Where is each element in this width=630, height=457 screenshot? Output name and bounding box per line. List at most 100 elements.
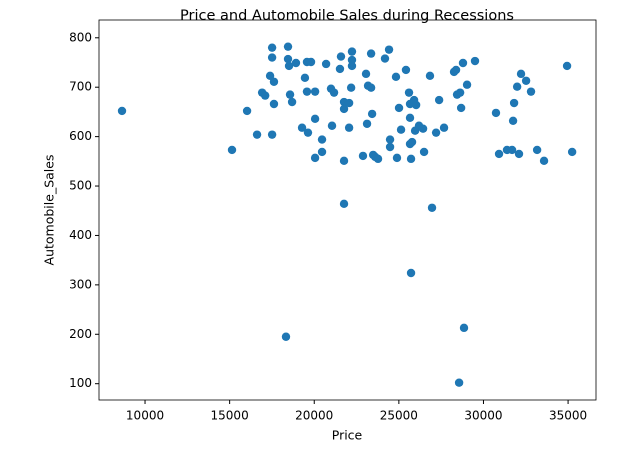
scatter-point: [451, 65, 461, 75]
scatter-point: [302, 87, 312, 96]
x-tick-label: 10000: [126, 409, 164, 423]
scatter-point: [385, 142, 395, 152]
scatter-point: [366, 49, 376, 58]
y-tick-label: 700: [69, 80, 92, 94]
scatter-point: [297, 123, 307, 132]
scatter-point: [406, 268, 416, 278]
scatter-point: [347, 55, 357, 65]
scatter-point: [514, 149, 524, 159]
scatter-point: [459, 323, 469, 333]
scatter-point: [321, 59, 331, 69]
scatter-point: [458, 58, 468, 68]
scatter-point: [509, 98, 519, 108]
scatter-point: [335, 64, 345, 74]
scatter-point: [252, 130, 262, 139]
chart-title: Price and Automobile Sales during Recess…: [180, 8, 514, 24]
y-tick-label: 200: [69, 327, 92, 341]
scatter-point: [300, 73, 310, 83]
scatter-point: [227, 145, 237, 155]
scatter-point: [380, 54, 390, 63]
scatter-point: [303, 128, 313, 137]
scatter-point: [310, 87, 320, 96]
x-tick-label: 25000: [380, 409, 418, 423]
scatter-point: [267, 43, 277, 52]
y-tick-label: 100: [69, 376, 92, 390]
scatter-point: [267, 130, 277, 139]
scatter-point: [242, 106, 252, 116]
scatter-point: [425, 71, 435, 81]
scatter-point: [401, 65, 411, 75]
scatter-point: [287, 97, 297, 107]
scatter-point: [344, 123, 354, 132]
scatter-point: [267, 53, 277, 62]
scatter-point: [431, 128, 441, 137]
scatter-point: [269, 77, 279, 86]
scatter-point: [516, 69, 526, 79]
scatter-point: [269, 99, 279, 109]
scatter-point: [392, 153, 402, 163]
scatter-point: [512, 82, 522, 91]
scatter-point: [283, 42, 293, 51]
scatter-point: [373, 154, 383, 164]
scatter-point: [117, 106, 127, 116]
scatter-point: [367, 109, 377, 119]
scatter-point: [567, 147, 577, 157]
scatter-point: [347, 61, 357, 71]
scatter-point: [329, 88, 339, 97]
scatter-point: [391, 72, 401, 82]
scatter-point: [455, 88, 465, 97]
scatter-point: [404, 88, 414, 97]
scatter-point: [283, 54, 293, 64]
scatter-point: [508, 116, 518, 126]
scatter-point: [265, 71, 275, 81]
scatter-point: [339, 156, 349, 166]
scatter-point: [434, 95, 444, 105]
scatter-point: [285, 90, 295, 99]
scatter-point: [384, 45, 394, 54]
scatter-point: [327, 121, 337, 130]
y-tick-label: 800: [69, 30, 92, 44]
scatter-point: [419, 147, 429, 157]
scatter-point: [260, 91, 270, 100]
scatter-point: [281, 332, 291, 341]
scatter-point: [427, 203, 437, 212]
y-tick-label: 500: [69, 179, 92, 193]
scatter-point: [284, 61, 294, 71]
scatter-point: [336, 52, 346, 61]
scatter-point: [562, 61, 572, 71]
scatter-point: [291, 58, 301, 68]
scatter-point: [317, 135, 327, 144]
scatter-point: [339, 104, 349, 114]
scatter-point: [407, 137, 417, 147]
scatter-point: [521, 76, 531, 85]
scatter-point: [366, 83, 376, 92]
scatter-point: [456, 103, 466, 113]
x-tick-label: 35000: [549, 409, 587, 423]
scatter-point: [396, 125, 406, 134]
scatter-point: [385, 135, 395, 144]
y-tick-label: 400: [69, 228, 92, 242]
scatter-point: [405, 113, 415, 123]
scatter-point: [317, 147, 327, 157]
scatter-point: [310, 153, 320, 163]
x-axis-label: Price: [332, 428, 363, 443]
scatter-point: [491, 108, 501, 118]
scatter-point: [362, 119, 372, 128]
y-tick-label: 600: [69, 129, 92, 143]
scatter-point: [394, 103, 404, 113]
scatter-point: [346, 83, 356, 92]
scatter-point: [507, 145, 517, 155]
x-tick-label: 20000: [295, 409, 333, 423]
y-tick-label: 300: [69, 277, 92, 291]
scatter-point: [470, 56, 480, 66]
scatter-point: [532, 145, 542, 155]
scatter-point: [411, 100, 421, 110]
scatter-point: [358, 151, 368, 161]
x-tick-label: 30000: [464, 409, 502, 423]
scatter-point: [310, 114, 320, 124]
scatter-point: [339, 199, 349, 209]
y-axis-label: Automobile_Sales: [42, 155, 57, 266]
scatter-point: [406, 154, 416, 164]
scatter-point: [306, 57, 316, 67]
